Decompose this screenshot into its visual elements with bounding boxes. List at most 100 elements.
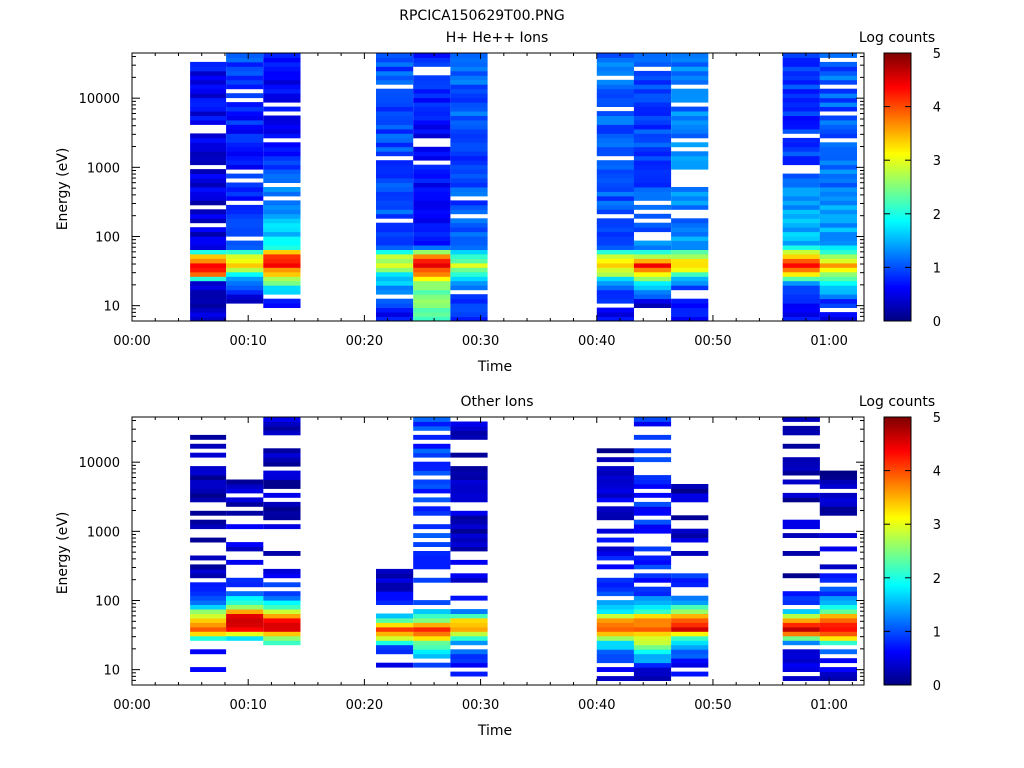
colorbar-swatch: [884, 515, 911, 518]
heatmap-cell: [596, 57, 634, 63]
heatmap-cell: [671, 551, 709, 556]
colorbar-swatch: [884, 434, 911, 438]
heatmap-cell: [376, 151, 414, 157]
heatmap-cell: [263, 222, 301, 228]
heatmap-cell: [263, 457, 301, 463]
heatmap-cell: [633, 421, 672, 427]
heatmap-cell: [226, 79, 264, 85]
heatmap-cell: [263, 609, 301, 614]
heatmap-cell: [671, 497, 709, 503]
heatmap-cell: [671, 128, 709, 134]
heatmap-cell: [633, 289, 672, 295]
heatmap-cell: [782, 631, 820, 637]
heatmap-cell: [376, 276, 414, 282]
heatmap-cell: [671, 70, 709, 76]
heatmap-cell: [671, 66, 709, 72]
heatmap-cell: [819, 501, 857, 507]
colorbar-swatch: [884, 316, 911, 320]
heatmap-cell: [190, 312, 227, 317]
colorbar-swatch: [884, 213, 911, 217]
heatmap-cell: [263, 155, 301, 161]
heatmap-cell: [190, 564, 227, 570]
heatmap-cell: [413, 262, 451, 268]
heatmap-cell: [450, 524, 488, 530]
heatmap-cell: [782, 115, 820, 121]
colorbar-tick-label: 5: [933, 411, 941, 426]
heatmap-cell: [450, 115, 488, 121]
colorbar-swatch: [884, 303, 911, 306]
heatmap-cell: [263, 492, 301, 498]
colorbar-swatch: [884, 124, 911, 128]
heatmap-cell: [782, 294, 820, 300]
heatmap-cell: [450, 227, 488, 233]
heatmap-cell: [782, 613, 820, 619]
heatmap-cell: [671, 626, 709, 632]
colorbar-swatch: [884, 146, 911, 150]
heatmap-cell: [413, 249, 451, 255]
heatmap-cell: [819, 595, 857, 601]
heatmap-cell: [263, 231, 301, 237]
heatmap-cell: [263, 97, 301, 103]
heatmap-cell: [633, 160, 672, 166]
heatmap-cell: [263, 57, 301, 63]
heatmap-cell: [413, 182, 451, 188]
colorbar-tick-label: 3: [933, 154, 941, 169]
heatmap-cell: [596, 604, 634, 610]
heatmap-cell: [596, 240, 634, 246]
heatmap-cell: [671, 160, 709, 166]
heatmap-cell: [596, 609, 634, 614]
heatmap-cell: [376, 240, 414, 246]
heatmap-cell: [633, 97, 672, 103]
heatmap-cell: [413, 452, 451, 458]
colorbar-swatch: [884, 651, 911, 655]
heatmap-cell: [413, 421, 451, 427]
heatmap-cell: [263, 249, 301, 255]
heatmap-cell: [376, 191, 414, 197]
heatmap-cell: [596, 289, 634, 295]
heatmap-cell: [413, 88, 451, 94]
heatmap-cell: [413, 191, 451, 197]
heatmap-cell: [596, 218, 634, 224]
heatmap-cell: [450, 84, 488, 90]
heatmap-cell: [190, 213, 227, 219]
heatmap-cell: [633, 137, 672, 143]
heatmap-cell: [782, 430, 820, 436]
colorbar-swatch: [884, 457, 911, 460]
heatmap-cell: [596, 231, 634, 237]
heatmap-cell: [450, 155, 488, 161]
heatmap-cell: [819, 227, 857, 233]
heatmap-cell: [819, 79, 857, 85]
heatmap-cell: [671, 133, 709, 139]
heatmap-cell: [413, 653, 451, 659]
heatmap-cell: [190, 622, 227, 628]
heatmap-cell: [376, 249, 414, 255]
heatmap-cell: [450, 649, 488, 655]
heatmap-cell: [376, 133, 414, 139]
colorbar-swatch: [884, 298, 911, 302]
heatmap-cell: [450, 466, 488, 471]
colorbar-swatch: [884, 182, 911, 186]
heatmap-cell: [819, 258, 857, 264]
heatmap-cell: [226, 173, 264, 179]
heatmap-cell: [376, 582, 414, 588]
heatmap-cell: [671, 488, 709, 494]
heatmap-cell: [190, 209, 227, 215]
heatmap-cell: [782, 470, 820, 476]
heatmap-cell: [633, 506, 672, 512]
heatmap-cell: [226, 57, 264, 63]
heatmap-cell: [633, 573, 672, 579]
colorbar-swatch: [884, 238, 911, 242]
heatmap-cell: [190, 604, 227, 610]
heatmap-cell: [596, 151, 634, 157]
heatmap-cell: [819, 93, 857, 99]
heatmap-cell: [633, 577, 672, 583]
heatmap-cell: [596, 457, 634, 463]
heatmap-cell: [413, 128, 451, 134]
heatmap-cell: [782, 120, 820, 125]
colorbar-swatch: [884, 555, 911, 559]
heatmap-cell: [671, 595, 709, 601]
heatmap-cell: [671, 151, 709, 157]
heatmap-cell: [819, 115, 857, 121]
heatmap-cell: [782, 417, 820, 422]
colorbar-swatch: [884, 470, 911, 474]
